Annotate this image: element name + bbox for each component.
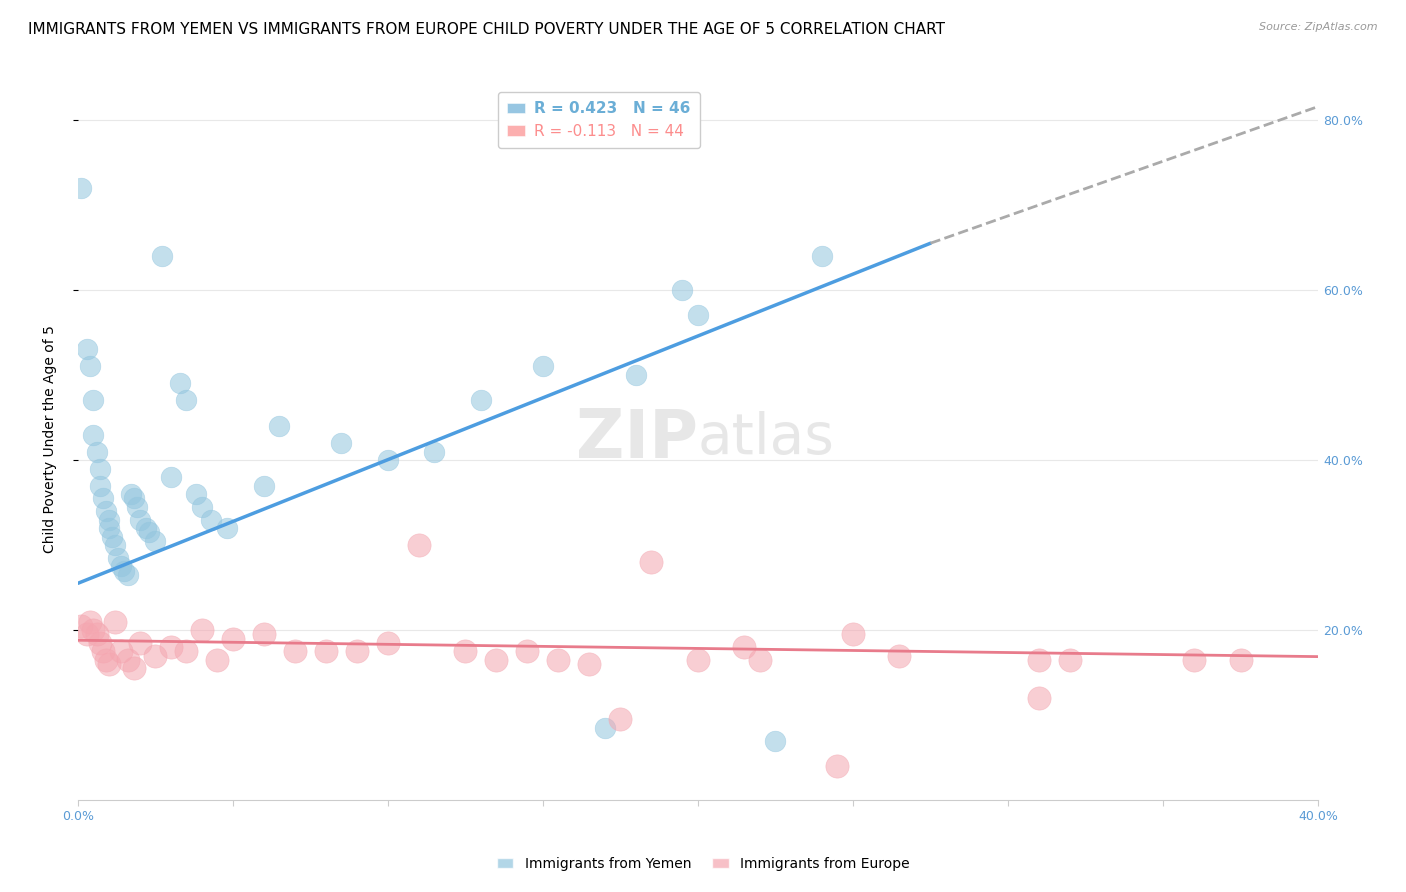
Point <box>624 368 647 382</box>
Point <box>97 657 120 671</box>
Point <box>125 500 148 514</box>
Point <box>609 712 631 726</box>
Point <box>423 444 446 458</box>
Point <box>315 644 337 658</box>
Point <box>79 359 101 374</box>
Point <box>122 491 145 506</box>
Y-axis label: Child Poverty Under the Age of 5: Child Poverty Under the Age of 5 <box>44 325 58 553</box>
Point <box>200 512 222 526</box>
Point <box>91 644 114 658</box>
Point <box>138 525 160 540</box>
Point <box>94 504 117 518</box>
Point <box>593 721 616 735</box>
Point <box>191 500 214 514</box>
Point <box>253 627 276 641</box>
Point <box>70 619 93 633</box>
Point <box>749 653 772 667</box>
Legend: R = 0.423   N = 46, R = -0.113   N = 44: R = 0.423 N = 46, R = -0.113 N = 44 <box>498 92 700 148</box>
Point <box>207 653 229 667</box>
Point <box>120 487 142 501</box>
Point <box>89 636 111 650</box>
Point <box>377 636 399 650</box>
Text: IMMIGRANTS FROM YEMEN VS IMMIGRANTS FROM EUROPE CHILD POVERTY UNDER THE AGE OF 5: IMMIGRANTS FROM YEMEN VS IMMIGRANTS FROM… <box>28 22 945 37</box>
Point <box>76 627 98 641</box>
Point <box>671 283 693 297</box>
Point <box>117 567 139 582</box>
Point <box>86 444 108 458</box>
Point <box>842 627 865 641</box>
Point <box>640 555 662 569</box>
Point <box>160 470 183 484</box>
Point <box>129 512 152 526</box>
Point <box>734 640 756 654</box>
Point <box>191 623 214 637</box>
Point <box>97 521 120 535</box>
Point <box>184 487 207 501</box>
Point <box>765 733 787 747</box>
Point <box>330 436 353 450</box>
Text: atlas: atlas <box>697 411 835 467</box>
Point <box>1028 653 1050 667</box>
Point <box>86 627 108 641</box>
Point <box>253 478 276 492</box>
Point <box>82 393 104 408</box>
Point <box>1229 653 1251 667</box>
Point <box>578 657 600 671</box>
Point <box>169 376 191 391</box>
Point <box>346 644 368 658</box>
Point <box>470 393 492 408</box>
Point <box>176 393 198 408</box>
Point <box>377 453 399 467</box>
Point <box>135 521 157 535</box>
Point <box>160 640 183 654</box>
Point <box>104 615 127 629</box>
Point <box>107 550 129 565</box>
Point <box>101 529 124 543</box>
Point <box>89 478 111 492</box>
Point <box>129 636 152 650</box>
Point <box>79 615 101 629</box>
Legend: Immigrants from Yemen, Immigrants from Europe: Immigrants from Yemen, Immigrants from E… <box>491 851 915 876</box>
Point <box>104 538 127 552</box>
Point <box>91 491 114 506</box>
Point <box>110 644 132 658</box>
Point <box>408 538 430 552</box>
Point <box>89 461 111 475</box>
Point <box>1028 691 1050 706</box>
Point <box>117 653 139 667</box>
Point <box>686 309 709 323</box>
Point <box>70 181 93 195</box>
Point <box>827 759 849 773</box>
Point <box>150 249 173 263</box>
Point <box>284 644 307 658</box>
Point <box>889 648 911 663</box>
Point <box>547 653 569 667</box>
Point <box>82 427 104 442</box>
Point <box>531 359 554 374</box>
Point <box>76 343 98 357</box>
Point <box>114 564 136 578</box>
Point <box>122 661 145 675</box>
Point <box>215 521 238 535</box>
Point <box>811 249 834 263</box>
Point <box>145 648 167 663</box>
Point <box>269 419 291 434</box>
Point <box>485 653 508 667</box>
Point <box>82 623 104 637</box>
Point <box>176 644 198 658</box>
Point <box>94 653 117 667</box>
Point <box>516 644 538 658</box>
Point <box>1059 653 1081 667</box>
Point <box>145 533 167 548</box>
Text: ZIP: ZIP <box>576 406 697 472</box>
Point <box>97 512 120 526</box>
Point <box>686 653 709 667</box>
Point <box>110 559 132 574</box>
Text: Source: ZipAtlas.com: Source: ZipAtlas.com <box>1260 22 1378 32</box>
Point <box>222 632 245 646</box>
Point <box>454 644 477 658</box>
Point <box>1182 653 1205 667</box>
